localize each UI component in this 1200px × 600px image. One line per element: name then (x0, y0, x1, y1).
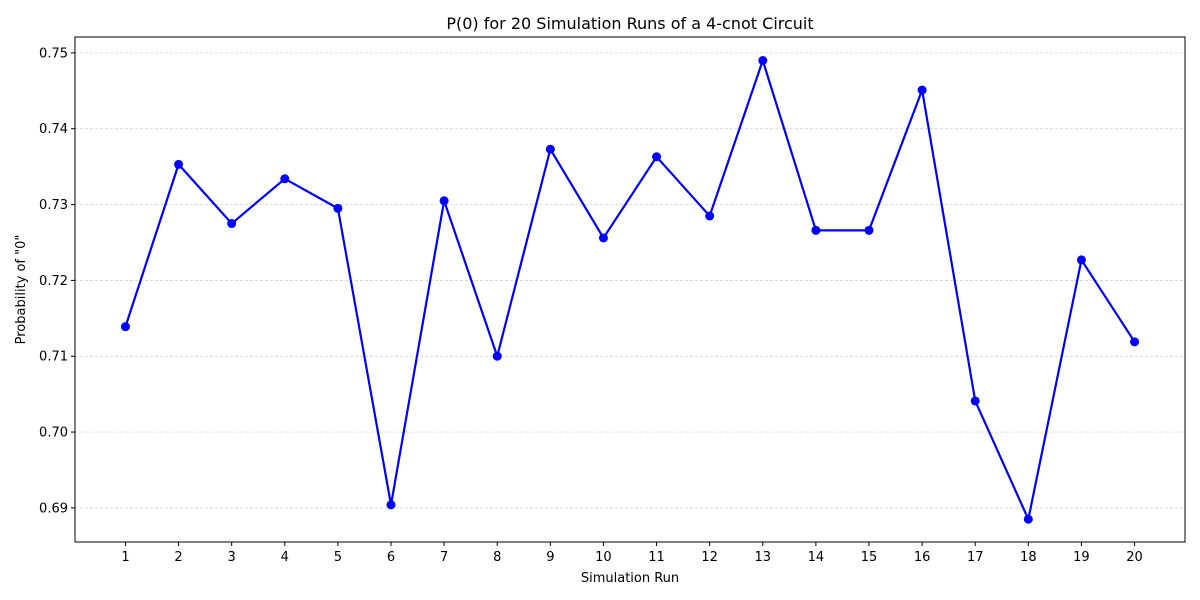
data-point (917, 85, 927, 95)
x-tick-label: 8 (493, 550, 501, 565)
x-tick-label: 12 (701, 550, 718, 565)
y-tick-label: 0.73 (39, 198, 68, 213)
y-axis: 0.69 0.70 0.71 0.72 0.73 0.74 0.75 (39, 46, 75, 516)
x-tick-label: 6 (387, 550, 395, 565)
x-tick-label: 2 (174, 550, 182, 565)
series-layer (120, 56, 1140, 524)
data-point (120, 322, 130, 332)
data-point (280, 174, 290, 184)
data-point (1023, 514, 1033, 524)
y-tick-label: 0.74 (39, 122, 68, 137)
data-point (811, 225, 821, 235)
x-tick-label: 18 (1020, 550, 1037, 565)
data-point (758, 56, 768, 66)
x-tick-label: 5 (334, 550, 342, 565)
x-tick-label: 3 (228, 550, 236, 565)
data-point (1130, 337, 1140, 347)
data-point (174, 159, 184, 169)
data-point (439, 196, 449, 206)
data-point (598, 233, 608, 243)
x-tick-label: 1 (121, 550, 129, 565)
y-tick-label: 0.70 (39, 426, 68, 441)
x-tick-label: 20 (1126, 550, 1143, 565)
gridlines (75, 52, 1185, 509)
y-axis-label: Probability of "0" (14, 235, 29, 345)
y-tick-label: 0.72 (39, 274, 68, 289)
y-tick-label: 0.69 (39, 501, 68, 516)
x-tick-label: 11 (648, 550, 665, 565)
plot-frame (74, 36, 1186, 543)
x-axis-label: Simulation Run (581, 571, 679, 586)
chart-title: P(0) for 20 Simulation Runs of a 4-cnot … (446, 14, 813, 33)
axes-frame (74, 36, 1186, 543)
data-point (386, 500, 396, 510)
y-tick-label: 0.75 (39, 46, 68, 61)
data-point (705, 211, 715, 221)
data-point (970, 396, 980, 406)
data-point (652, 152, 662, 162)
series-line (124, 59, 1136, 521)
x-tick-label: 7 (440, 550, 448, 565)
x-tick-label: 14 (808, 550, 825, 565)
y-tick-label: 0.71 (39, 350, 68, 365)
x-tick-label: 13 (755, 550, 772, 565)
x-tick-label: 15 (861, 550, 878, 565)
x-tick-label: 10 (595, 550, 612, 565)
x-tick-label: 9 (546, 550, 554, 565)
data-point (864, 225, 874, 235)
x-tick-label: 4 (281, 550, 289, 565)
data-point (227, 219, 237, 229)
x-axis: 1 2 3 4 5 6 7 8 9 10 11 12 13 14 15 16 17 18 19 20 (121, 542, 1143, 565)
data-point (333, 203, 343, 213)
x-tick-label: 16 (914, 550, 931, 565)
data-point (492, 351, 502, 361)
x-tick-label: 19 (1073, 550, 1090, 565)
data-point (545, 144, 555, 154)
x-tick-label: 17 (967, 550, 984, 565)
data-point (1076, 255, 1086, 265)
